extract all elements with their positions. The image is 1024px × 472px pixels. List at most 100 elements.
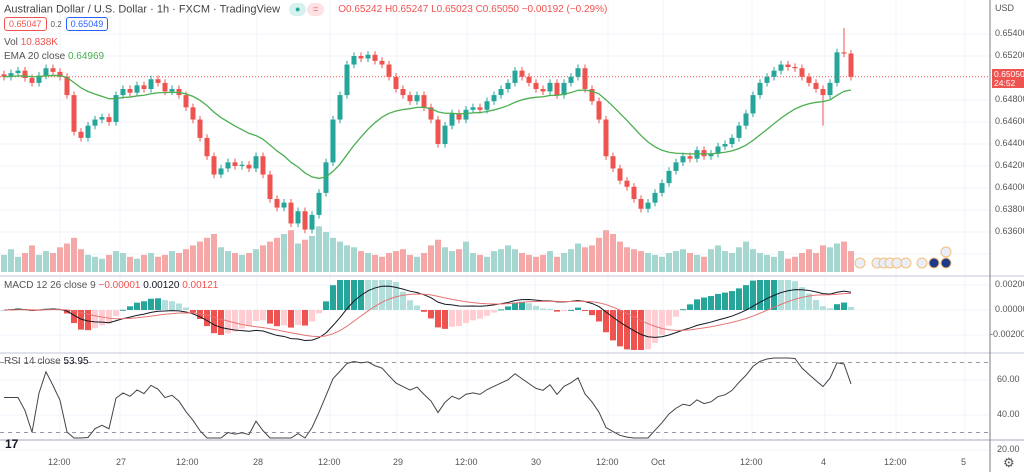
volume-bar — [750, 249, 756, 272]
candle-body — [526, 76, 532, 83]
macd-histogram-bar — [554, 310, 560, 312]
volume-bar — [848, 251, 854, 272]
candle-body — [43, 68, 49, 76]
ema-legend[interactable]: EMA 20 close 0.64969 — [4, 51, 104, 62]
candle-body — [743, 113, 749, 126]
macd-histogram-bar — [393, 281, 399, 310]
volume-bar — [106, 254, 112, 272]
macd-value: 0.00120 — [143, 280, 180, 291]
volume-bar — [379, 256, 385, 272]
candle-body — [71, 95, 77, 132]
candle-body — [596, 101, 602, 120]
volume-bar — [330, 237, 336, 272]
volume-bar — [554, 256, 560, 272]
candle-body — [393, 76, 399, 89]
rsi-legend[interactable]: RSI 14 close 53.95 — [4, 356, 89, 367]
volume-bar — [246, 253, 252, 272]
volume-bar — [484, 256, 490, 272]
candle-body — [484, 101, 490, 110]
volume-bar — [428, 245, 434, 272]
macd-histogram-bar — [792, 281, 798, 310]
macd-histogram-bar — [540, 308, 546, 310]
volume-bar — [260, 245, 266, 272]
candle-body — [260, 156, 266, 175]
volume-bar — [148, 253, 154, 272]
volume-bar — [533, 256, 539, 272]
macd-histogram-bar — [764, 280, 770, 310]
volume-bar — [274, 237, 280, 272]
rsi-tick-label: 40.00 — [997, 409, 1020, 419]
volume-bar — [512, 249, 518, 272]
volume-bar — [344, 245, 350, 272]
candle-body — [141, 85, 147, 89]
volume-legend[interactable]: Vol 10.838K — [4, 37, 58, 48]
macd-histogram-bar — [435, 310, 441, 328]
macd-histogram-bar — [491, 310, 497, 313]
economic-event-icon — [928, 257, 940, 269]
macd-histogram-bar — [603, 310, 609, 333]
candle-body — [232, 162, 238, 166]
tradingview-logo[interactable]: 17 — [5, 437, 19, 451]
macd-histogram-bar — [337, 280, 343, 310]
candle-body — [449, 113, 455, 126]
time-tick-label: 12:00 — [455, 457, 478, 467]
macd-histogram-bar — [120, 309, 126, 311]
volume-bar — [316, 226, 322, 272]
candle-body — [792, 66, 798, 69]
volume-bar — [120, 253, 126, 272]
candle-body — [127, 88, 133, 93]
macd-histogram-bar — [127, 306, 133, 310]
macd-histogram-bar — [162, 300, 168, 310]
macd-histogram-bar — [694, 299, 700, 310]
macd-histogram-bar — [421, 310, 427, 312]
symbol-title[interactable]: Australian Dollar / U.S. Dollar · 1h · F… — [4, 3, 281, 16]
macd-label: MACD 12 26 close 9 — [4, 280, 96, 291]
candle-body — [589, 88, 595, 102]
volume-bar — [29, 245, 35, 272]
candle-body — [253, 156, 259, 169]
volume-bar — [407, 254, 413, 272]
macd-tick-label: 0.00000 — [995, 304, 1024, 314]
macd-histogram-bar — [624, 310, 630, 350]
macd-histogram-bar — [372, 280, 378, 310]
volume-bar — [50, 253, 56, 272]
rsi-tick-label: 60.00 — [997, 374, 1020, 384]
time-tick-label: 5 — [961, 457, 967, 467]
macd-legend[interactable]: MACD 12 26 close 9 −0.00001 0.00120 0.00… — [4, 280, 218, 291]
macd-histogram-bar — [498, 309, 504, 311]
buy-price-button[interactable]: 0.65049 — [65, 17, 109, 31]
spread: 0.2 — [50, 20, 62, 29]
macd-histogram-bar — [106, 310, 112, 324]
volume-bar — [134, 258, 140, 272]
settings-gear-icon[interactable]: ⚙ — [1003, 455, 1015, 470]
sell-price-button[interactable]: 0.65047 — [4, 17, 47, 31]
volume-bar — [687, 253, 693, 272]
candle-body — [834, 52, 840, 83]
currency-selector[interactable]: USD — [995, 3, 1015, 13]
volume-bar — [15, 256, 21, 272]
candle-body — [169, 88, 175, 92]
macd-histogram-bar — [659, 310, 665, 335]
candle-body — [323, 162, 329, 193]
macd-histogram-bar — [218, 310, 224, 335]
volume-bar — [127, 256, 133, 272]
volume-bar — [239, 254, 245, 272]
macd-histogram-bar — [92, 310, 98, 329]
macd-histogram-bar — [533, 305, 539, 310]
candle-body — [603, 119, 609, 157]
volume-bar — [778, 251, 784, 272]
volume-bar — [92, 256, 98, 272]
economic-event-icon — [854, 257, 866, 269]
economic-event-icon — [916, 257, 928, 269]
macd-histogram-bar — [197, 310, 203, 320]
candle-body — [456, 113, 462, 120]
volume-bar — [302, 239, 308, 272]
candle-body — [316, 192, 322, 215]
